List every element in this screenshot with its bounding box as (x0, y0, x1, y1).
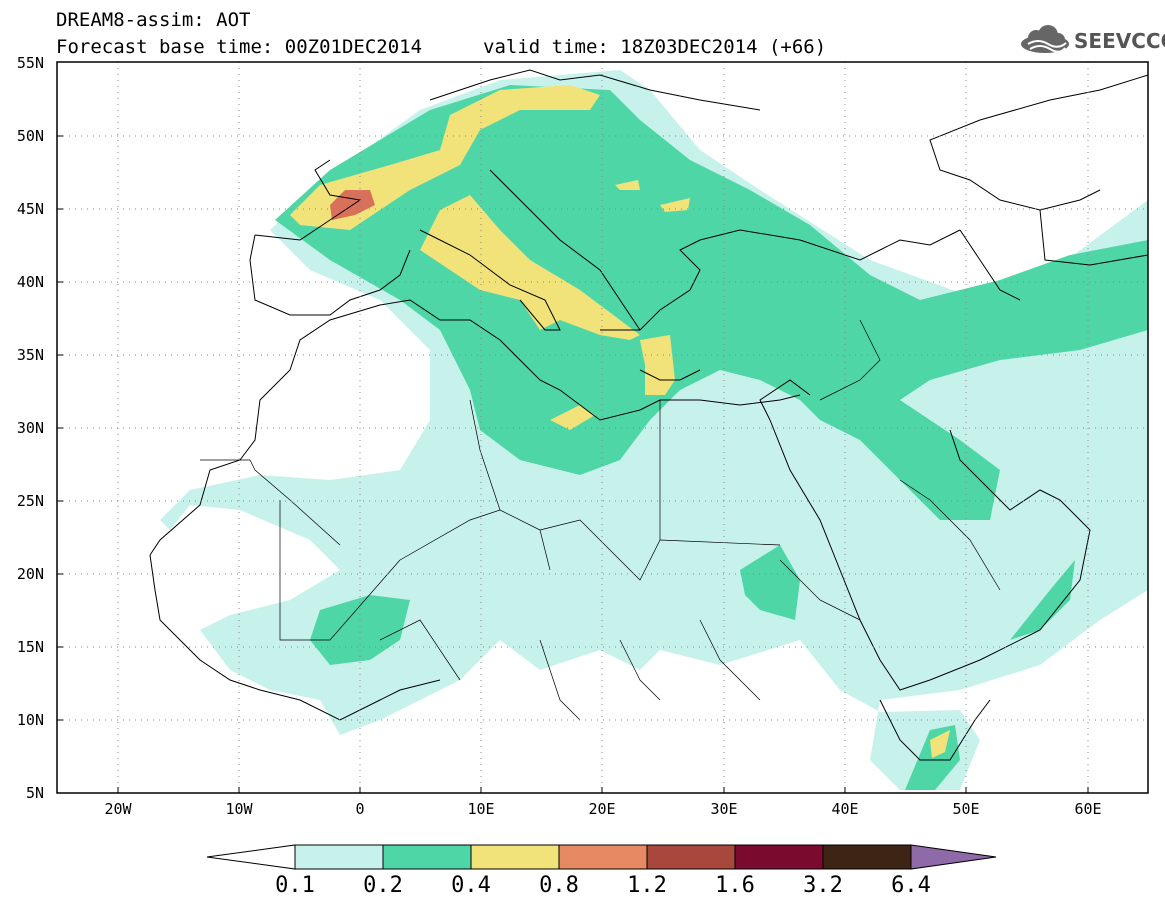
aot-contour-0.4 (640, 335, 675, 395)
colorbar-segment (294, 844, 384, 870)
lat-tick-label: 35N (17, 346, 44, 364)
lat-tick-label: 10N (17, 711, 44, 729)
lon-tick-label: 20W (104, 800, 132, 818)
country-borders (200, 319, 1001, 721)
colorbar (206, 844, 997, 870)
colorbar-label: 0.2 (363, 873, 403, 898)
colorbar-label: 3.2 (803, 873, 843, 898)
colorbar-segment (822, 844, 912, 870)
colorbar-lower-extend (206, 844, 296, 870)
lat-tick-label: 20N (17, 565, 44, 583)
seevccc-logo: SEEVCCC (1018, 24, 1165, 58)
aot-contour-0.2 (310, 595, 410, 665)
colorbar-label: 1.2 (627, 873, 667, 898)
lat-tick-label: 55N (17, 54, 44, 72)
logo-label: SEEVCCC (1074, 29, 1165, 53)
colorbar-upper-extend (910, 844, 997, 870)
aot-contour-0.4 (420, 195, 640, 340)
forecast-base-time: Forecast base time: 00Z01DEC2014 (56, 36, 423, 58)
lat-tick-label: 40N (17, 273, 44, 291)
colorbar-label: 0.8 (539, 873, 579, 898)
lat-tick-label: 25N (17, 492, 44, 510)
cloud-icon (1021, 25, 1069, 53)
colorbar-label: 0.1 (275, 873, 315, 898)
colorbar-segment (646, 844, 736, 870)
lon-tick-label: 30E (710, 800, 737, 818)
aot-contour-0.4 (660, 198, 690, 212)
lon-tick-label: 40E (831, 800, 858, 818)
aot-contour-0.2 (740, 545, 800, 620)
colorbar-segment (470, 844, 560, 870)
colorbar-segment (558, 844, 648, 870)
colorbar-segment (734, 844, 824, 870)
aot-contour-0.2 (275, 85, 1148, 520)
colorbar-segment (382, 844, 472, 870)
lon-tick-label: 0 (355, 800, 364, 818)
lat-tick-label: 15N (17, 638, 44, 656)
tick-marks (57, 135, 1089, 793)
aot-contour-0.2 (1010, 560, 1075, 640)
colorbar-label: 6.4 (891, 873, 931, 898)
aot-contour-0.4 (930, 730, 950, 758)
aot-fields (160, 70, 1148, 790)
valid-time: valid time: 18Z03DEC2014 (+66) (483, 36, 827, 58)
lon-tick-label: 10W (225, 800, 253, 818)
lon-tick-label: 10E (467, 800, 494, 818)
lat-tick-label: 5N (26, 784, 44, 802)
lat-tick-label: 30N (17, 419, 44, 437)
lon-tick-label: 20E (588, 800, 615, 818)
chart-title: DREAM8-assim: AOT (56, 9, 251, 31)
lat-tick-label: 45N (17, 200, 44, 218)
colorbar-label: 1.6 (715, 873, 755, 898)
lon-tick-label: 60E (1074, 800, 1101, 818)
aot-contour-0.4 (615, 180, 640, 190)
lat-tick-label: 50N (17, 127, 44, 145)
aot-contour-0.4 (550, 405, 595, 430)
lon-tick-label: 50E (952, 800, 979, 818)
colorbar-label: 0.4 (451, 873, 491, 898)
